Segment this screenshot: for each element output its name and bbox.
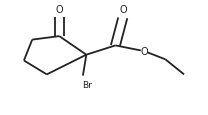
Text: O: O: [141, 47, 148, 57]
Text: O: O: [56, 5, 63, 15]
Text: O: O: [120, 5, 128, 15]
Text: Br: Br: [82, 80, 92, 89]
